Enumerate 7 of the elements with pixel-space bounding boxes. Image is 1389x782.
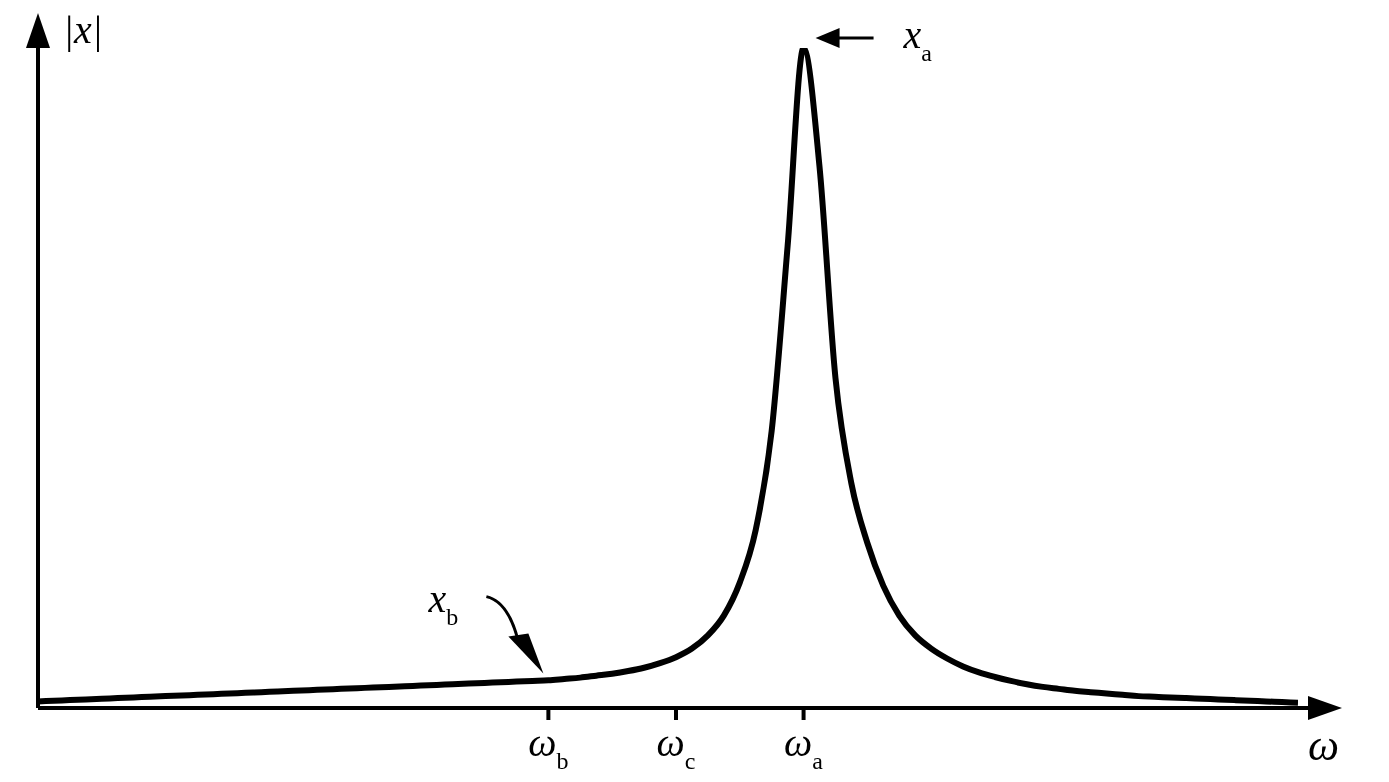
annotation: x$_{a}$ <box>902 12 933 66</box>
x-axis-title: ω <box>1308 721 1340 770</box>
x-tick-label: ω$_{c}$ <box>656 720 696 774</box>
y-axis-title: |x| <box>63 7 103 52</box>
x-tick-label: ω$_{b}$ <box>528 720 569 774</box>
x-tick-label: ω$_{a}$ <box>784 720 824 774</box>
annotation: x$_{b}$ <box>427 575 459 630</box>
